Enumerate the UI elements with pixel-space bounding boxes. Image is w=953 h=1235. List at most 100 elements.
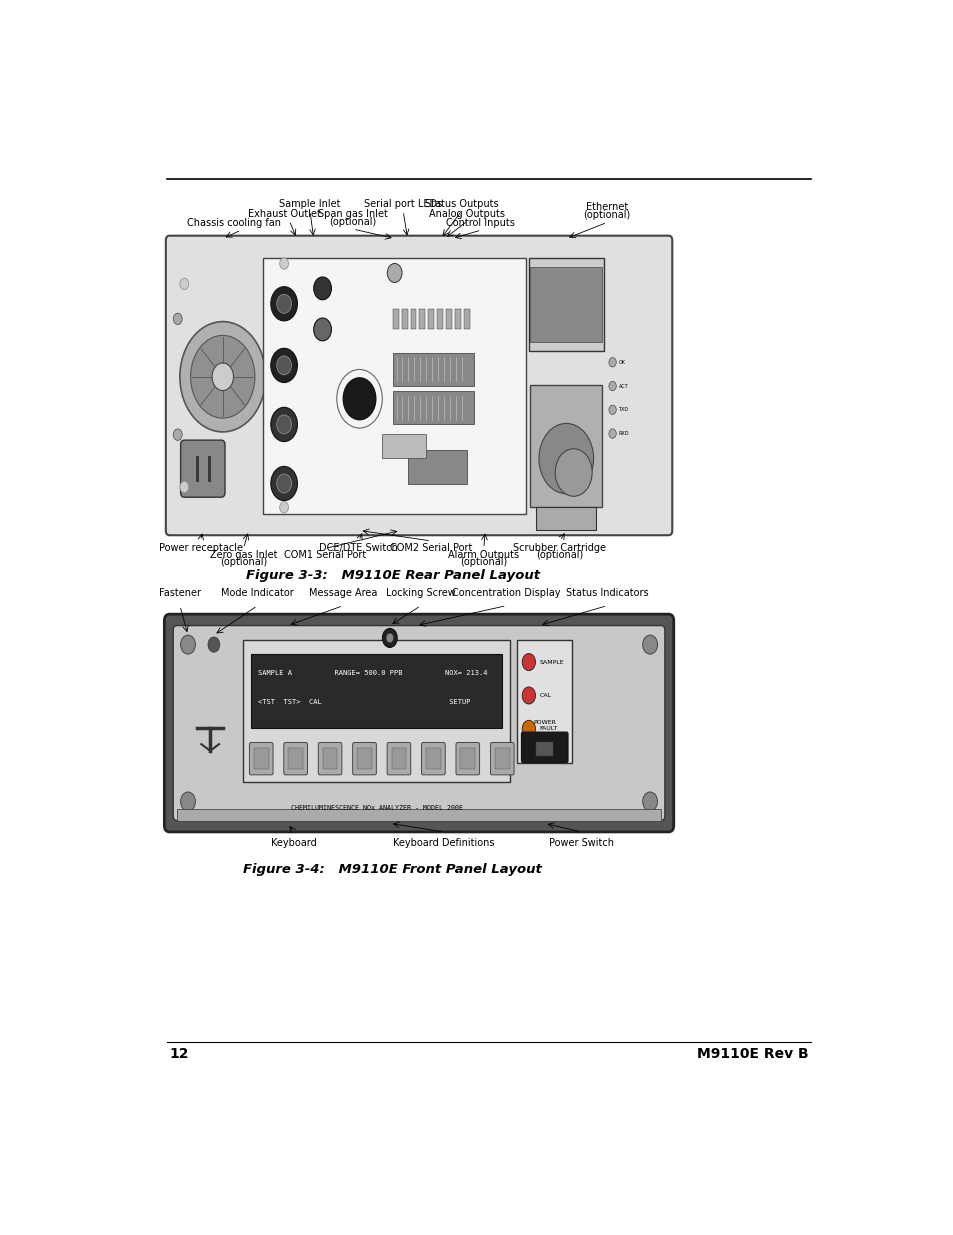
Circle shape [271, 467, 297, 500]
Circle shape [271, 287, 297, 321]
FancyBboxPatch shape [521, 732, 567, 762]
Circle shape [276, 294, 292, 314]
Bar [251, 655, 501, 729]
Circle shape [276, 474, 292, 493]
Text: Ethernet: Ethernet [585, 201, 628, 212]
Text: (optional): (optional) [329, 217, 376, 227]
Bar [495, 748, 509, 769]
Text: M9110E Rev B: M9110E Rev B [696, 1046, 807, 1061]
Text: Alarm Outputs: Alarm Outputs [448, 551, 518, 561]
Circle shape [279, 258, 288, 269]
Circle shape [387, 263, 401, 283]
Circle shape [555, 448, 592, 496]
Bar [460, 748, 475, 769]
FancyBboxPatch shape [283, 742, 307, 774]
Text: ACT: ACT [618, 384, 627, 389]
Bar [530, 267, 601, 342]
Bar [455, 309, 460, 330]
Circle shape [180, 635, 195, 655]
Bar [381, 433, 426, 458]
Text: OK: OK [618, 359, 625, 364]
Bar [536, 508, 596, 531]
Text: Control Inputs: Control Inputs [445, 219, 514, 228]
Circle shape [173, 429, 182, 441]
Text: SAMPLE: SAMPLE [538, 659, 563, 664]
Text: Power receptacle: Power receptacle [158, 543, 242, 553]
FancyBboxPatch shape [166, 236, 672, 535]
Text: Status Outputs: Status Outputs [424, 199, 497, 209]
Bar [428, 309, 434, 330]
Circle shape [208, 637, 219, 652]
Circle shape [608, 405, 616, 415]
Circle shape [521, 720, 535, 737]
Bar [463, 309, 469, 330]
Text: Keyboard Definitions: Keyboard Definitions [393, 837, 494, 847]
Bar [288, 748, 303, 769]
Text: Mode Indicator: Mode Indicator [221, 588, 294, 598]
Circle shape [314, 319, 331, 341]
Circle shape [382, 629, 396, 647]
Circle shape [212, 363, 233, 390]
Circle shape [263, 314, 272, 325]
Circle shape [180, 792, 195, 811]
FancyBboxPatch shape [164, 614, 673, 832]
FancyBboxPatch shape [490, 742, 514, 774]
Circle shape [276, 356, 292, 375]
Circle shape [263, 429, 272, 441]
Text: (optional): (optional) [583, 210, 630, 221]
Bar [446, 309, 452, 330]
Text: 12: 12 [170, 1046, 189, 1061]
Text: Sample Inlet: Sample Inlet [279, 199, 340, 209]
Bar [436, 309, 442, 330]
FancyBboxPatch shape [456, 742, 479, 774]
Bar [263, 258, 525, 514]
Text: Analog Outputs: Analog Outputs [428, 209, 504, 219]
Text: Power Switch: Power Switch [548, 837, 613, 847]
Text: FAULT: FAULT [538, 726, 557, 731]
FancyBboxPatch shape [173, 626, 664, 820]
Circle shape [608, 429, 616, 438]
Bar [528, 258, 603, 351]
Circle shape [538, 424, 593, 494]
Bar [356, 748, 372, 769]
Text: (optional): (optional) [459, 557, 507, 567]
Text: COM1 Serial Port: COM1 Serial Port [283, 551, 366, 561]
Circle shape [608, 382, 616, 390]
Bar [536, 741, 553, 756]
Text: CHEMILUMINESCENCE NOx ANALYZER - MODEL 200E: CHEMILUMINESCENCE NOx ANALYZER - MODEL 2… [291, 805, 462, 811]
Text: Locking Screw: Locking Screw [386, 588, 456, 598]
FancyBboxPatch shape [180, 440, 225, 498]
Circle shape [642, 635, 657, 655]
Bar [407, 451, 466, 484]
Circle shape [180, 482, 189, 493]
Circle shape [276, 415, 292, 433]
Text: Scrubber Cartridge: Scrubber Cartridge [513, 543, 606, 553]
Circle shape [521, 653, 535, 671]
Circle shape [173, 314, 182, 325]
Bar [401, 309, 407, 330]
Bar [393, 391, 474, 425]
Circle shape [180, 278, 189, 290]
Bar [410, 309, 416, 330]
Circle shape [271, 408, 297, 442]
Bar [393, 309, 398, 330]
Text: (optional): (optional) [536, 550, 583, 559]
Text: Span gas Inlet: Span gas Inlet [317, 209, 388, 219]
Bar [391, 748, 406, 769]
Text: POWER: POWER [533, 720, 556, 725]
Circle shape [642, 792, 657, 811]
Text: COM2 Serial Port: COM2 Serial Port [390, 543, 472, 553]
Text: RXD: RXD [618, 431, 628, 436]
Text: Exhaust Outlet: Exhaust Outlet [248, 209, 320, 219]
Text: Status Indicators: Status Indicators [565, 588, 648, 598]
Bar [393, 353, 474, 385]
Circle shape [386, 634, 394, 642]
Circle shape [521, 687, 535, 704]
Circle shape [180, 321, 265, 432]
Bar [530, 385, 601, 508]
Circle shape [608, 357, 616, 367]
Text: Figure 3-3:   M9110E Rear Panel Layout: Figure 3-3: M9110E Rear Panel Layout [246, 568, 539, 582]
Bar [253, 748, 269, 769]
FancyBboxPatch shape [318, 742, 341, 774]
Bar [176, 809, 660, 820]
